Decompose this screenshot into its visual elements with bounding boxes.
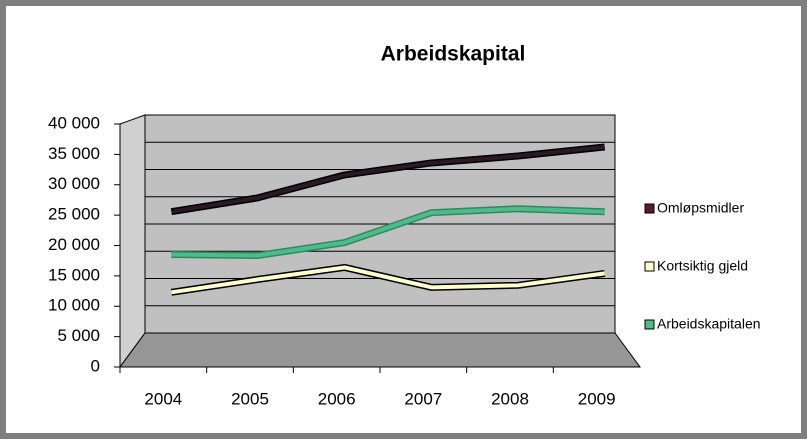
series-line [171,265,605,295]
x-tick-label: 2009 [578,389,616,408]
legend-swatch [644,261,655,272]
y-tick-label: 20 000 [48,235,100,254]
series-line [171,206,605,258]
legend-label: Omløpsmidler [657,200,744,216]
x-tick-label: 2007 [404,389,442,408]
x-tick-label: 2005 [231,389,269,408]
y-tick-label: 15 000 [48,265,100,284]
y-tick-label: 0 [91,356,100,375]
y-tick-label: 30 000 [48,174,100,193]
y-tick-label: 25 000 [48,205,100,224]
x-tick-label: 2004 [144,389,182,408]
legend-swatch [644,319,655,330]
legend-label: Kortsiktig gjeld [657,258,748,274]
side-wall [119,114,146,369]
x-tick-label: 2008 [491,389,529,408]
y-tick-label: 40 000 [48,113,100,132]
floor [119,332,641,368]
series-line [171,145,605,214]
chart-title: Arbeidskapital [381,43,526,66]
legend-swatch [644,203,655,214]
y-tick-label: 10 000 [48,296,100,315]
y-tick-label: 35 000 [48,144,100,163]
legend-label: Arbeidskapitalen [657,316,761,332]
y-tick-label: 5 000 [57,326,100,345]
x-tick-label: 2006 [318,389,356,408]
